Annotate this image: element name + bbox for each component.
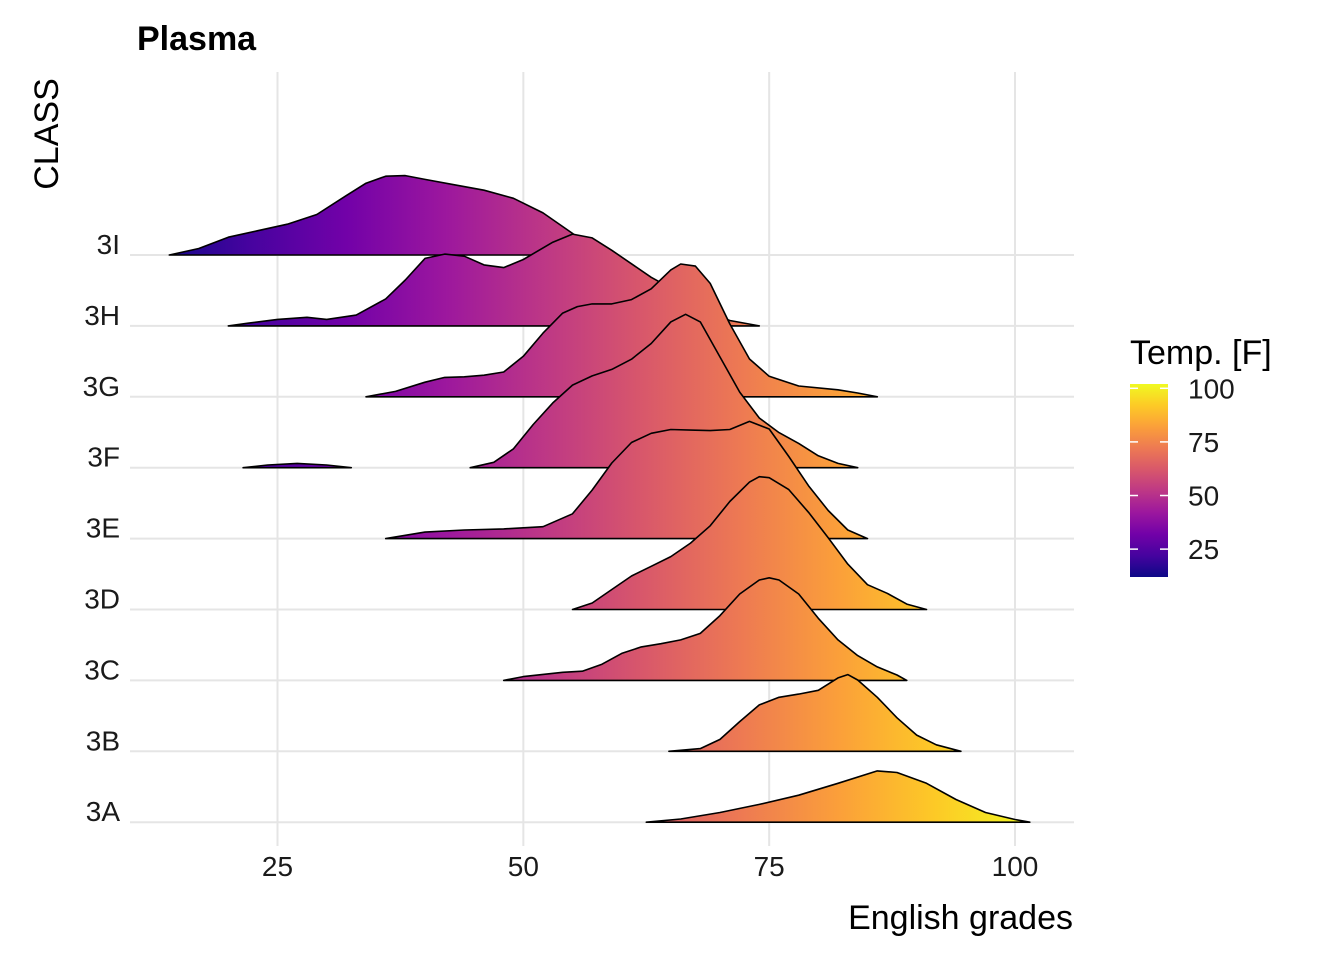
x-tick-label: 50 (508, 851, 539, 882)
colorbar-label: 100 (1188, 373, 1235, 404)
chart-title: Plasma (137, 20, 257, 58)
y-tick-label: 3G (83, 371, 120, 402)
ridge-area (242, 462, 353, 469)
y-tick-label: 3C (84, 654, 120, 685)
ridge-area (502, 577, 908, 682)
colorbar-label: 50 (1188, 481, 1219, 512)
y-tick-label: 3I (97, 229, 120, 260)
x-axis-title: English grades (848, 899, 1073, 937)
y-tick-label: 3D (84, 584, 120, 615)
legend-title: Temp. [F] (1130, 334, 1272, 372)
colorbar (1130, 384, 1168, 577)
x-axis-ticks: 25 50 75 100 (262, 851, 1038, 882)
y-tick-label: 3H (84, 300, 120, 331)
ridge-area (365, 263, 879, 398)
x-tick-label: 75 (754, 851, 785, 882)
ridge-3g (365, 263, 879, 398)
ridge-3d (571, 475, 928, 611)
colorbar-label: 25 (1188, 534, 1219, 565)
ridge-3a (645, 770, 1031, 823)
colorbar-label: 75 (1188, 427, 1219, 458)
ridge-3i (168, 174, 603, 256)
ridge-area (645, 770, 1031, 823)
ridge-area (168, 174, 603, 256)
ridge-3c (502, 577, 908, 682)
colorbar-ticks: 25 50 75 100 (1130, 373, 1235, 565)
y-tick-label: 3E (86, 513, 120, 544)
ridge-3b (668, 673, 962, 753)
y-tick-label: 3F (87, 442, 120, 473)
ridge-area (668, 673, 962, 753)
color-legend: Temp. [F] 25 50 75 100 (1130, 334, 1272, 577)
y-tick-label: 3B (86, 725, 120, 756)
y-tick-label: 3A (86, 796, 121, 827)
y-axis-title: CLASS (28, 78, 66, 190)
ridges (168, 174, 1031, 823)
x-tick-label: 25 (262, 851, 293, 882)
y-axis-ticks: 3A 3B 3C 3D 3E 3F 3G 3H 3I (83, 229, 121, 827)
x-tick-label: 100 (992, 851, 1039, 882)
ridge-area (571, 475, 928, 611)
